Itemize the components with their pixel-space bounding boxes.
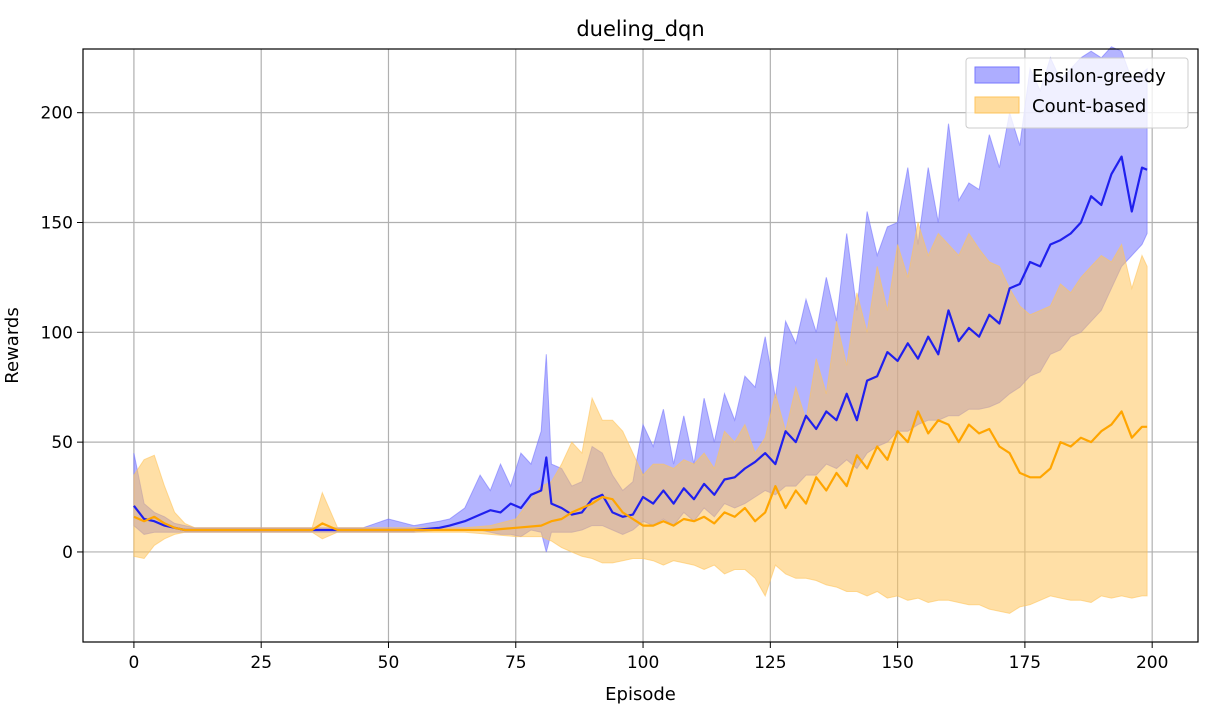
x-tick-label: 150	[881, 653, 913, 673]
line-count-based	[133, 410, 1148, 532]
band-layer	[133, 46, 1148, 614]
y-axis-label: Rewards	[2, 307, 23, 383]
plot-frame	[82, 48, 1199, 643]
x-tick-label: 100	[627, 653, 659, 673]
x-tick-label: 0	[128, 653, 139, 673]
x-tick-label: 75	[505, 653, 527, 673]
x-tick-label: 50	[378, 653, 400, 673]
y-tick-label: 200	[41, 104, 73, 124]
x-tick-label: 125	[754, 653, 786, 673]
legend-label-count-based: Count-based	[1032, 96, 1146, 117]
y-tick-label: 50	[51, 433, 73, 453]
x-tick-label: 25	[250, 653, 272, 673]
line-layer	[133, 155, 1148, 532]
x-tick-label: 200	[1136, 653, 1168, 673]
x-axis-label: Episode	[605, 684, 676, 705]
tick-layer: 0 25 50 75 100 125 150 175 200 0 50 100 150 200	[41, 104, 1169, 673]
legend-swatch-epsilon-greedy	[974, 66, 1020, 84]
legend-box	[965, 57, 1189, 129]
y-tick-label: 0	[62, 543, 73, 563]
band-count-based	[133, 222, 1148, 614]
y-tick-label: 150	[41, 214, 73, 234]
legend-label-epsilon-greedy: Epsilon-greedy	[1032, 66, 1166, 87]
legend: Epsilon-greedy Count-based	[965, 57, 1189, 129]
x-tick-label: 175	[1009, 653, 1041, 673]
chart-title: dueling_dqn	[576, 17, 704, 42]
legend-swatch-count-based	[974, 96, 1020, 114]
y-tick-label: 100	[41, 323, 73, 343]
